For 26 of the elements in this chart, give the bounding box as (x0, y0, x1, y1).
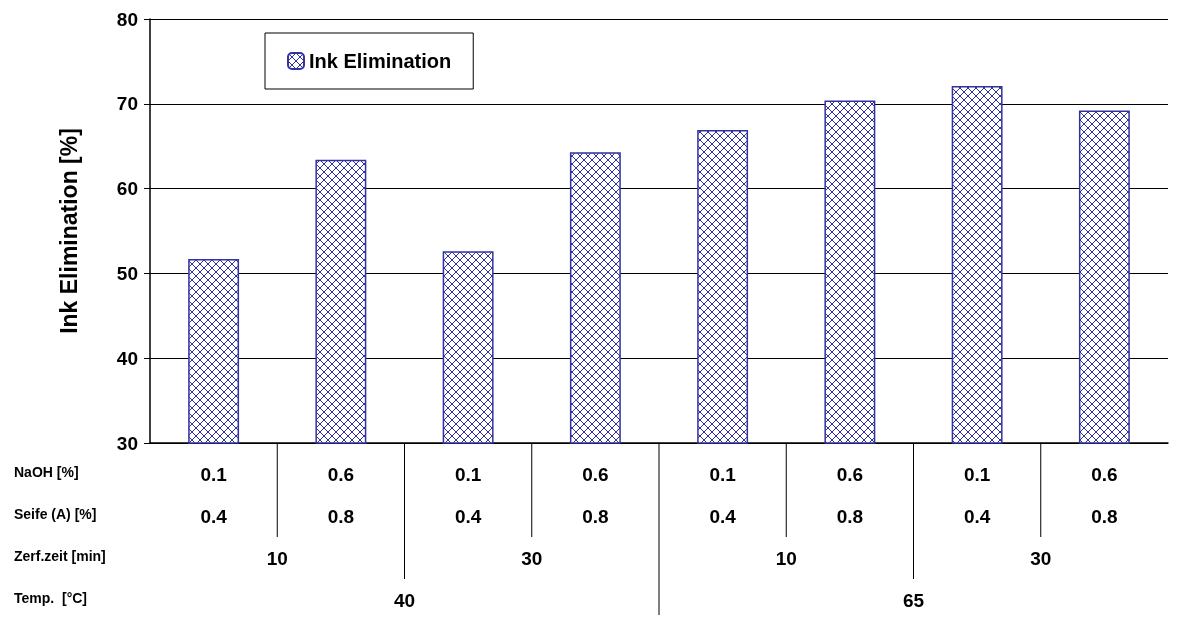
y-axis-title: Ink Elimination [%] (55, 128, 82, 334)
x-tick-label: 0.1 0.4 (454, 463, 482, 527)
text: Seife (A) [%] (14, 506, 97, 522)
y-tick-label: 50 (116, 262, 138, 284)
text: Temp. [°C] (14, 590, 88, 606)
y-tick-label: 40 (116, 347, 138, 369)
x-tick-label: 0.6 0.8 (327, 463, 355, 527)
y-tick-label: 60 (116, 178, 138, 200)
x-tick-label: 0.6 0.8 (582, 463, 609, 527)
x-tick-label: 0.6 0.8 (836, 463, 864, 527)
text: 10 (775, 547, 797, 569)
text: 40 (393, 589, 416, 611)
x-tick-label: 0.1 0.4 (200, 463, 228, 527)
text: 30 (1030, 547, 1052, 569)
legend-label: Ink Elimination (309, 50, 452, 72)
y-tick-label: 30 (116, 432, 138, 454)
x-tick-label: 0.1 0.4 (963, 463, 991, 527)
text: 65 (902, 589, 925, 611)
y-tick-label: 70 (116, 93, 138, 115)
text: NaOH [%] (14, 464, 79, 480)
y-tick-label: 80 (116, 8, 138, 30)
text: 30 (521, 547, 543, 569)
x-tick-label: 0.1 0.4 (709, 463, 737, 527)
text: Zerf.zeit [min] (14, 548, 106, 564)
x-tick-label: 0.6 0.8 (1091, 463, 1118, 527)
text: 10 (266, 547, 288, 569)
